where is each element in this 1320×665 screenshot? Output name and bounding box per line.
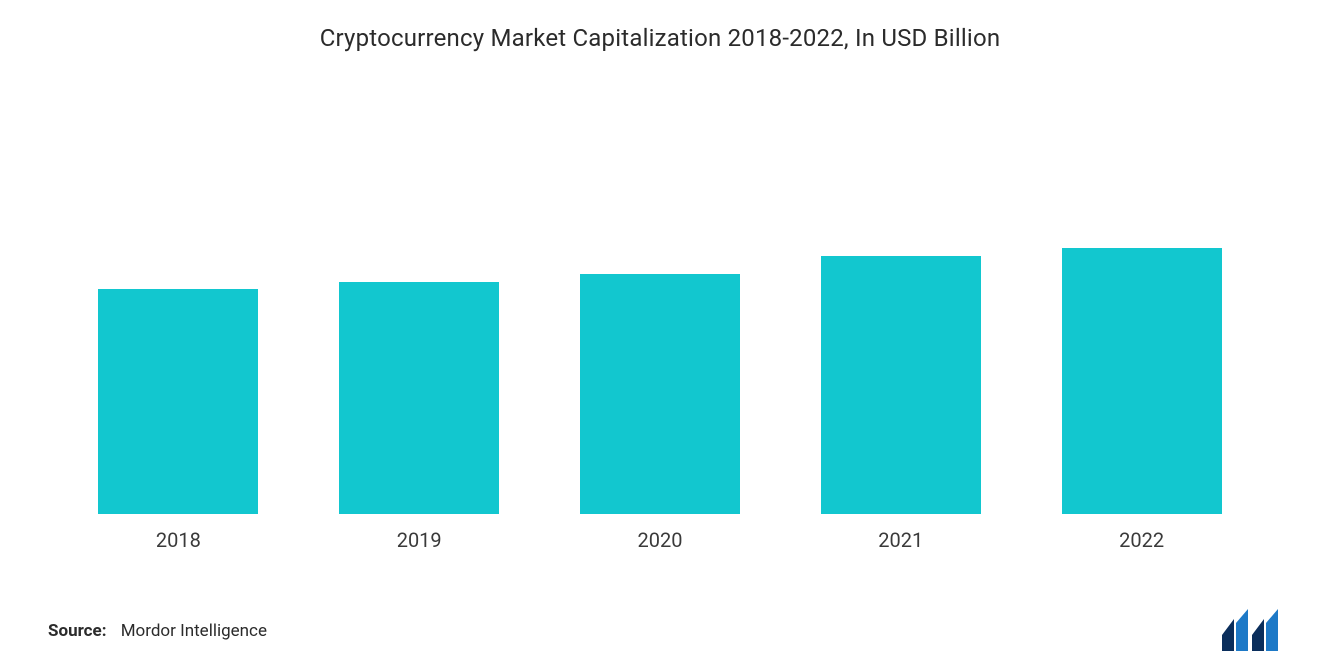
bar-2018 <box>98 289 258 514</box>
bar-2019 <box>339 282 499 514</box>
logo-stripe-3 <box>1252 619 1264 651</box>
source-label: Source: <box>48 621 106 641</box>
source-line: Source: Mordor Intelligence <box>48 621 267 641</box>
bar-label-2018: 2018 <box>156 528 201 552</box>
bar-label-2019: 2019 <box>397 528 442 552</box>
bar-group-2022: 2022 <box>1062 248 1222 552</box>
bar-label-2021: 2021 <box>878 528 923 552</box>
source-value: Mordor Intelligence <box>121 621 267 641</box>
bar-label-2020: 2020 <box>638 528 683 552</box>
chart-title: Cryptocurrency Market Capitalization 201… <box>48 24 1272 52</box>
bar-label-2022: 2022 <box>1119 528 1164 552</box>
bar-group-2019: 2019 <box>339 282 499 552</box>
mordor-logo-icon <box>1222 609 1280 651</box>
logo-stripe-1 <box>1222 619 1234 651</box>
bar-group-2020: 2020 <box>580 274 740 552</box>
logo-stripe-2 <box>1236 609 1248 651</box>
bar-group-2021: 2021 <box>821 256 981 552</box>
logo-stripe-4 <box>1266 609 1278 651</box>
plot-area: 2018 2019 2020 2021 2022 <box>48 62 1272 552</box>
chart-container: Cryptocurrency Market Capitalization 201… <box>0 0 1320 665</box>
bar-2021 <box>821 256 981 514</box>
bar-2022 <box>1062 248 1222 514</box>
bar-group-2018: 2018 <box>98 289 258 552</box>
bar-2020 <box>580 274 740 514</box>
